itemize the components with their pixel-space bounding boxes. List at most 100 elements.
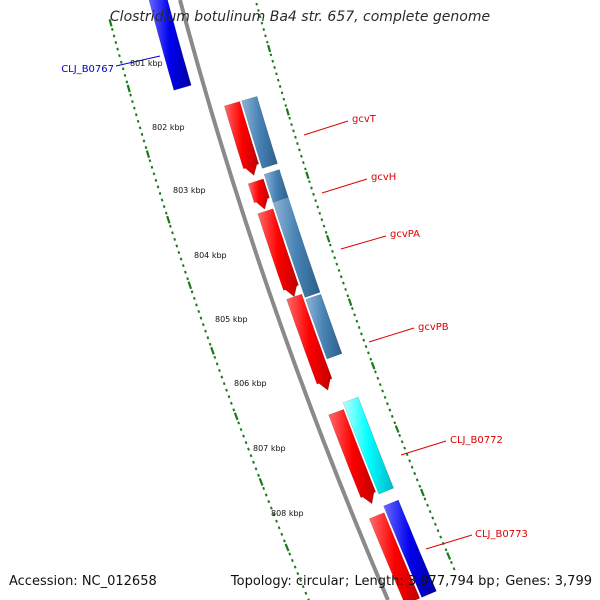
gene-label-clj-b0772[interactable]: CLJ_B0772 <box>450 435 503 446</box>
minor-tick <box>316 205 320 209</box>
cds-gcvt-feature[interactable] <box>224 101 260 176</box>
minor-tick <box>215 362 219 366</box>
gene-label-clj-b0773[interactable]: CLJ_B0773 <box>475 529 528 540</box>
minor-tick <box>199 316 203 320</box>
minor-tick <box>179 257 183 261</box>
minor-tick <box>186 277 189 281</box>
minor-tick <box>227 395 231 399</box>
gene-gcvt-feature[interactable] <box>241 96 278 169</box>
minor-tick <box>229 401 233 405</box>
gene-label-gcvh[interactable]: gcvH <box>371 172 396 183</box>
genome-title: Clostridium botulinum Ba4 str. 657, comp… <box>109 9 491 25</box>
gene-label-clj-b0767[interactable]: CLJ_B0767 <box>61 64 114 75</box>
minor-tick <box>225 388 228 392</box>
major-tick <box>258 477 264 486</box>
minor-tick <box>324 230 328 234</box>
minor-tick <box>346 294 350 298</box>
genome-summary: Topology: circular; Length: 3,977,794 bp… <box>230 574 592 589</box>
cds-gcvpa-feature[interactable] <box>257 208 299 298</box>
minor-tick <box>152 172 156 176</box>
minor-tick <box>260 21 264 25</box>
kbp-label: 807 kbp <box>253 444 286 453</box>
major-tick <box>187 281 193 290</box>
minor-tick <box>337 268 341 272</box>
minor-tick <box>112 34 116 38</box>
cds-gcvh-feature[interactable] <box>247 178 270 210</box>
minor-tick <box>355 319 359 323</box>
gene-label-gcvpb[interactable]: gcvPB <box>418 322 449 333</box>
minor-tick <box>140 132 144 136</box>
major-tick <box>166 215 171 224</box>
kbp-label: 805 kbp <box>215 315 248 324</box>
minor-tick <box>213 355 217 359</box>
cds-gcvpb-feature[interactable] <box>286 293 333 391</box>
minor-tick <box>339 275 343 279</box>
minor-tick <box>136 119 140 123</box>
minor-tick <box>439 535 443 539</box>
minor-tick <box>376 376 380 380</box>
minor-tick <box>288 552 292 556</box>
minor-tick <box>288 116 291 120</box>
gene-gcvpb-feature[interactable] <box>305 293 343 360</box>
cds-clj-b0773-feature[interactable] <box>368 512 421 600</box>
minor-tick <box>452 567 456 571</box>
minor-tick <box>184 270 187 274</box>
gene-gcvpa-feature[interactable] <box>272 196 321 298</box>
minor-tick <box>426 503 429 507</box>
minor-tick <box>123 73 127 77</box>
gene-clj-b0772-feature[interactable] <box>342 396 394 495</box>
gene-clj-b0773-leader <box>425 534 473 550</box>
gene-gcvh-leader <box>321 178 368 194</box>
minor-tick <box>158 192 162 195</box>
minor-tick <box>197 309 201 314</box>
kbp-label: 803 kbp <box>173 186 206 195</box>
minor-tick <box>222 382 226 386</box>
minor-tick <box>415 478 419 482</box>
minor-tick <box>314 199 317 203</box>
minor-tick <box>310 186 313 190</box>
minor-tick <box>177 250 181 255</box>
length-text: Length: 3,977,794 bp <box>354 574 495 589</box>
minor-tick <box>282 97 286 101</box>
minor-tick <box>400 440 404 444</box>
gene-label-gcvt[interactable]: gcvT <box>352 114 377 125</box>
minor-tick <box>181 264 185 268</box>
genome-backbone <box>178 0 390 600</box>
gene-clj-b0767-feature[interactable] <box>148 0 192 91</box>
minor-tick <box>273 66 276 69</box>
minor-tick <box>190 290 194 294</box>
minor-tick <box>436 529 440 533</box>
minor-tick <box>175 244 179 248</box>
minor-tick <box>357 326 361 330</box>
gene-clj-b0773-feature[interactable] <box>383 499 437 598</box>
major-tick <box>267 44 272 53</box>
cds-clj-b0772-feature[interactable] <box>328 409 377 505</box>
minor-tick <box>275 519 278 523</box>
minor-tick <box>257 473 260 477</box>
minor-tick <box>433 522 437 526</box>
topology-text: Topology: circular <box>230 574 344 589</box>
minor-tick <box>301 585 305 589</box>
gene-clj-b0767-leader <box>115 55 161 67</box>
minor-tick <box>247 447 250 451</box>
minor-tick <box>144 146 148 150</box>
minor-tick <box>169 224 172 228</box>
minor-tick <box>244 441 248 445</box>
major-tick <box>145 150 151 159</box>
minor-tick <box>360 332 363 336</box>
minor-tick <box>192 296 196 300</box>
gene-label-gcvpa[interactable]: gcvPA <box>390 229 420 240</box>
minor-tick <box>296 142 299 146</box>
minor-tick <box>383 395 387 399</box>
minor-tick <box>294 135 297 139</box>
minor-tick <box>116 47 119 51</box>
minor-tick <box>308 180 311 184</box>
minor-tick <box>444 548 448 552</box>
minor-tick <box>290 123 293 126</box>
minor-tick <box>118 54 121 58</box>
minor-tick <box>204 329 207 333</box>
minor-tick <box>342 281 345 285</box>
minor-tick <box>269 53 273 57</box>
minor-tick <box>353 313 356 317</box>
gene-gcvt-leader <box>303 120 349 136</box>
